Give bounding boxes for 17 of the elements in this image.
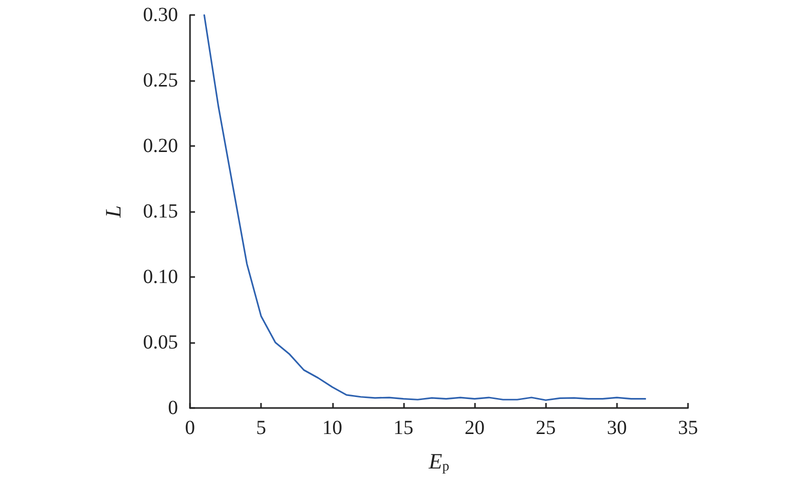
y-axis-title: L [100, 205, 126, 219]
x-tick-label: 20 [464, 417, 485, 439]
y-tick-label: 0.15 [143, 200, 178, 222]
line-series [203, 14, 646, 401]
x-tick-label: 0 [185, 417, 195, 439]
x-tick-label: 35 [678, 417, 698, 439]
x-tick-label: 30 [606, 417, 627, 439]
x-tick-label: 25 [536, 417, 556, 439]
y-tick-label: 0.05 [143, 332, 178, 354]
y-tick-label: 0.25 [143, 70, 178, 92]
y-tick-label: 0 [168, 397, 178, 419]
x-tick-label: 5 [256, 417, 266, 439]
x-tick-label: 15 [393, 417, 414, 439]
y-tick-label: 0.30 [143, 4, 178, 26]
x-tick-label: 10 [322, 417, 342, 439]
y-tick-label: 0.20 [143, 135, 178, 157]
y-tick-label: 0.10 [143, 266, 178, 288]
